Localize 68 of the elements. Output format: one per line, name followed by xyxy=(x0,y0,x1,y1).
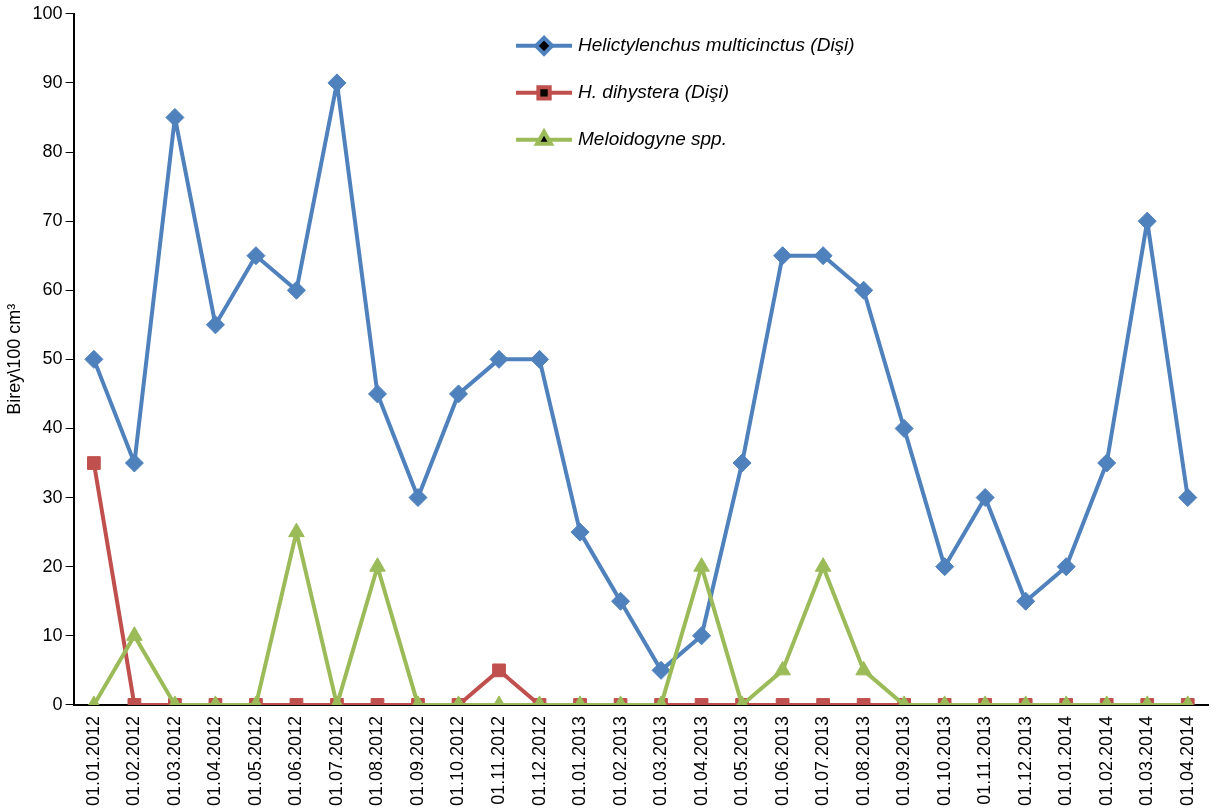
point xyxy=(732,453,752,473)
point xyxy=(367,384,387,404)
x-tick-label: 01.02.2012 xyxy=(123,715,144,807)
x-tick-label: 01.02.2013 xyxy=(609,715,630,807)
x-tick-label: 01.12.2012 xyxy=(528,715,549,807)
point xyxy=(205,315,225,335)
point xyxy=(773,246,793,266)
y-tick-label: 40 xyxy=(42,417,63,438)
x-tick-label: 01.02.2014 xyxy=(1095,715,1116,807)
x-tick-label: 01.09.2013 xyxy=(893,715,914,807)
point xyxy=(87,456,101,470)
point xyxy=(894,418,914,438)
x-tick-label: 01.11.2012 xyxy=(487,715,508,805)
legend-label: Meloidogyne spp. xyxy=(578,128,727,150)
y-tick-label: 60 xyxy=(42,279,63,300)
x-tick-label: 01.04.2013 xyxy=(690,715,711,807)
y-tick-label: 20 xyxy=(42,555,63,576)
x-tick-label: 01.03.2012 xyxy=(163,715,184,807)
point xyxy=(530,349,550,369)
point xyxy=(1097,453,1117,473)
x-tick-label: 01.10.2013 xyxy=(933,715,954,807)
x-tick-label: 01.06.2012 xyxy=(285,715,306,807)
point xyxy=(570,522,590,542)
y-tick-label: 0 xyxy=(52,693,63,714)
x-tick-label: 01.10.2012 xyxy=(447,715,468,807)
y-tick-label: 100 xyxy=(32,2,63,23)
x-tick-label: 01.07.2012 xyxy=(325,715,346,807)
x-tick-label: 01.03.2013 xyxy=(650,715,671,807)
point xyxy=(693,557,710,572)
y-tick-label: 50 xyxy=(42,348,63,369)
x-tick-label: 01.11.2013 xyxy=(974,715,995,805)
x-tick-label: 01.05.2012 xyxy=(244,715,265,807)
x-tick-label: 01.12.2013 xyxy=(1014,715,1035,807)
point xyxy=(813,246,833,266)
x-tick-label: 01.03.2014 xyxy=(1136,715,1157,807)
point xyxy=(489,349,509,369)
point xyxy=(854,280,874,300)
point xyxy=(1137,211,1157,231)
point xyxy=(286,280,306,300)
y-tick-label: 80 xyxy=(42,140,63,161)
point xyxy=(84,349,104,369)
legend-label: H. dihystera (Dişi) xyxy=(578,81,730,103)
y-tick-label: 30 xyxy=(42,486,63,507)
x-tick-label: 01.05.2013 xyxy=(731,715,752,807)
x-tick-label: 01.08.2012 xyxy=(366,715,387,807)
point xyxy=(124,453,144,473)
point xyxy=(126,626,143,641)
x-tick-label: 01.01.2012 xyxy=(82,715,103,807)
point xyxy=(288,522,305,538)
x-tick-label: 01.01.2013 xyxy=(569,715,590,807)
y-tick-label: 70 xyxy=(42,210,63,231)
point xyxy=(449,384,469,404)
y-tick-label: 90 xyxy=(42,71,63,92)
x-tick-label: 01.09.2012 xyxy=(406,715,427,807)
x-tick-label: 01.08.2013 xyxy=(852,715,873,807)
x-tick-label: 01.07.2013 xyxy=(812,715,833,807)
legend-label: Helictylenchus multicinctus (Dişi) xyxy=(578,34,855,56)
point xyxy=(814,557,832,572)
x-tick-label: 01.04.2014 xyxy=(1176,715,1197,807)
point xyxy=(774,660,791,676)
point xyxy=(855,660,872,676)
point xyxy=(246,246,266,266)
x-tick-label: 01.06.2013 xyxy=(771,715,792,807)
y-tick-label: 10 xyxy=(42,624,63,645)
point xyxy=(369,557,386,572)
x-tick-label: 01.04.2012 xyxy=(204,715,225,807)
x-tick-label: 01.01.2014 xyxy=(1055,715,1076,807)
y-axis-title: Birey\100 cm³ xyxy=(3,303,24,415)
